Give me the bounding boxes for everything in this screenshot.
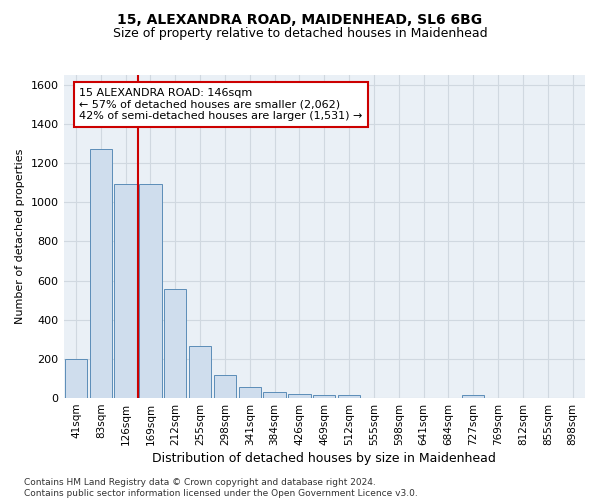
- X-axis label: Distribution of detached houses by size in Maidenhead: Distribution of detached houses by size …: [152, 452, 496, 465]
- Bar: [89, 150, 112, 398]
- Text: 15 ALEXANDRA ROAD: 146sqm
← 57% of detached houses are smaller (2,062)
42% of se: 15 ALEXANDRA ROAD: 146sqm ← 57% of detac…: [79, 88, 362, 121]
- Bar: [115, 184, 137, 398]
- Text: 15, ALEXANDRA ROAD, MAIDENHEAD, SL6 6BG: 15, ALEXANDRA ROAD, MAIDENHEAD, SL6 6BG: [118, 12, 482, 26]
- Bar: [214, 374, 236, 398]
- Bar: [338, 395, 360, 398]
- Text: Contains HM Land Registry data © Crown copyright and database right 2024.
Contai: Contains HM Land Registry data © Crown c…: [24, 478, 418, 498]
- Bar: [139, 184, 161, 398]
- Bar: [239, 388, 261, 398]
- Bar: [462, 395, 484, 398]
- Bar: [313, 395, 335, 398]
- Bar: [288, 394, 311, 398]
- Text: Size of property relative to detached houses in Maidenhead: Size of property relative to detached ho…: [113, 28, 487, 40]
- Bar: [263, 392, 286, 398]
- Bar: [65, 360, 87, 398]
- Bar: [189, 346, 211, 398]
- Y-axis label: Number of detached properties: Number of detached properties: [15, 149, 25, 324]
- Bar: [164, 290, 187, 398]
